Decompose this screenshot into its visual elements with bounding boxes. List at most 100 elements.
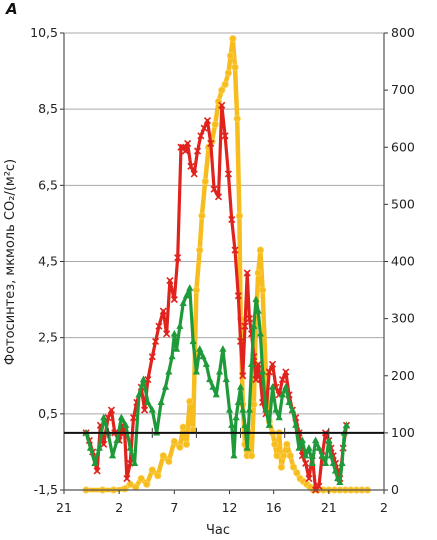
data-point-green xyxy=(298,436,306,444)
data-point-red xyxy=(254,360,262,368)
data-point-red xyxy=(187,162,195,170)
data-point-green xyxy=(327,451,335,459)
data-point-yellow xyxy=(271,440,279,448)
data-point-yellow xyxy=(159,452,167,460)
data-point-green xyxy=(236,383,245,390)
y-left-tick-label: 8,5 xyxy=(38,101,58,116)
y-left-tick-label: 0,5 xyxy=(38,406,58,421)
data-point-green xyxy=(239,406,247,413)
data-point-green xyxy=(311,436,320,444)
data-point-green xyxy=(209,383,217,390)
data-point-green xyxy=(196,345,204,352)
y-left-tick-label: 2,5 xyxy=(38,330,58,345)
data-point-green xyxy=(318,451,326,459)
data-point-green xyxy=(135,390,143,398)
data-point-yellow xyxy=(121,485,129,493)
data-point-green xyxy=(179,299,187,306)
grid xyxy=(64,32,384,415)
data-point-yellow xyxy=(192,286,201,294)
data-point-red xyxy=(241,322,249,330)
data-point-red xyxy=(159,307,167,315)
data-point-yellow xyxy=(231,63,239,71)
data-point-green xyxy=(222,375,230,383)
data-point-green xyxy=(285,398,293,406)
data-point-yellow xyxy=(176,443,184,451)
data-point-green xyxy=(168,352,176,360)
data-point-red xyxy=(207,139,215,148)
data-point-red xyxy=(140,406,149,414)
data-point-yellow xyxy=(132,483,140,491)
data-point-green xyxy=(331,466,340,474)
data-point-green xyxy=(86,444,95,451)
data-point-red xyxy=(224,170,232,178)
data-point-yellow xyxy=(211,120,219,129)
data-point-green xyxy=(230,451,238,459)
data-point-green xyxy=(262,406,270,413)
y-left-tick-label: 4,5 xyxy=(38,254,58,269)
data-point-red xyxy=(302,459,310,467)
y-left-tick-label: -1,5 xyxy=(34,482,58,497)
data-point-red xyxy=(129,414,138,422)
data-point-green xyxy=(157,398,165,406)
data-point-green xyxy=(206,375,214,383)
data-point-yellow xyxy=(182,440,191,448)
y-right-tick-label: 500 xyxy=(391,196,415,211)
data-point-yellow xyxy=(229,35,237,43)
data-point-yellow xyxy=(283,440,291,448)
data-point-red xyxy=(184,139,192,148)
data-point-yellow xyxy=(154,472,162,480)
y-right-tick-label: 0 xyxy=(391,482,399,497)
data-point-green xyxy=(148,406,156,413)
data-point-green xyxy=(161,383,170,390)
data-point-yellow xyxy=(256,246,265,254)
x-axis-title: Час xyxy=(206,523,230,538)
data-point-red xyxy=(210,185,218,193)
data-point-yellow xyxy=(165,457,173,466)
data-point-green xyxy=(305,444,313,451)
data-point-red xyxy=(170,296,178,304)
data-point-green xyxy=(95,444,103,451)
data-point-red xyxy=(218,101,226,109)
data-point-red xyxy=(123,475,131,483)
data-point-yellow xyxy=(148,466,156,474)
data-point-yellow xyxy=(259,286,267,294)
data-point-green xyxy=(250,322,258,329)
data-point-red xyxy=(181,147,189,155)
data-point-red xyxy=(282,368,290,376)
data-point-red xyxy=(190,170,198,178)
data-point-red xyxy=(245,315,253,323)
data-point-yellow xyxy=(137,474,145,483)
data-point-green xyxy=(170,329,178,337)
data-point-green xyxy=(165,367,173,375)
data-point-yellow xyxy=(293,469,301,477)
data-point-yellow xyxy=(198,212,206,220)
data-point-green xyxy=(225,406,234,413)
data-point-green xyxy=(336,478,344,485)
data-point-green xyxy=(275,413,283,421)
data-point-green xyxy=(243,444,251,451)
data-point-green xyxy=(259,367,267,375)
data-point-red xyxy=(155,322,163,330)
data-point-green xyxy=(272,406,280,413)
data-point-green xyxy=(315,444,323,451)
data-point-yellow xyxy=(254,269,262,277)
data-point-red xyxy=(239,372,247,380)
data-point-red xyxy=(203,117,212,125)
data-point-yellow xyxy=(218,86,226,94)
data-point-red xyxy=(234,292,242,300)
data-point-green xyxy=(278,390,287,398)
y-right-tick-label: 200 xyxy=(391,368,415,383)
data-point-green xyxy=(321,459,330,466)
data-point-green xyxy=(234,398,242,406)
data-point-green xyxy=(182,291,191,299)
data-point-yellow xyxy=(233,115,241,123)
data-point-green xyxy=(254,307,262,314)
x-tick-label: 21 xyxy=(56,500,72,515)
data-point-green xyxy=(122,421,130,428)
data-point-green xyxy=(282,383,290,390)
data-point-red xyxy=(174,254,182,262)
data-point-red xyxy=(197,132,205,140)
data-point-green xyxy=(186,284,194,291)
data-point-yellow xyxy=(170,437,178,446)
